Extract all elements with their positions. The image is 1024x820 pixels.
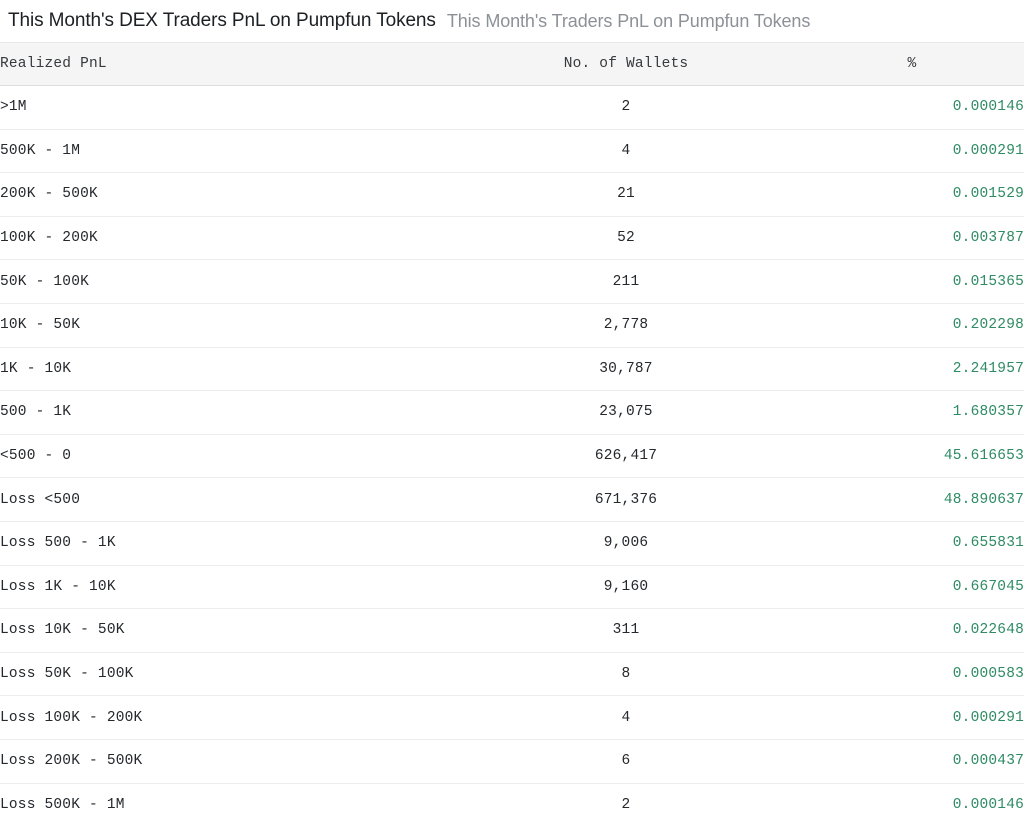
cell-realized-pnl: 10K - 50K (0, 303, 452, 348)
cell-wallet-count: 21 (452, 172, 800, 217)
cell-wallet-count: 671,376 (452, 477, 800, 522)
cell-realized-pnl: 500K - 1M (0, 129, 452, 174)
cell-realized-pnl: >1M (0, 85, 452, 130)
cell-percent: 0.202298 (800, 303, 1024, 348)
table-body: >1M 2 0.000146 500K - 1M 4 0.000291 200K - 500… (0, 85, 1024, 820)
cell-percent: 0.000291 (800, 129, 1024, 174)
cell-percent: 0.000437 (800, 739, 1024, 784)
table-row[interactable]: Loss 50K - 100K 8 0.000583 (0, 652, 1024, 697)
cell-realized-pnl: Loss 500 - 1K (0, 521, 452, 566)
cell-percent: 45.616653 (800, 434, 1024, 479)
cell-realized-pnl: Loss 50K - 100K (0, 652, 452, 697)
table-row[interactable]: 10K - 50K 2,778 0.202298 (0, 303, 1024, 348)
cell-wallet-count: 311 (452, 608, 800, 653)
cell-realized-pnl: 50K - 100K (0, 259, 452, 304)
cell-percent: 0.003787 (800, 216, 1024, 261)
cell-realized-pnl: Loss 200K - 500K (0, 739, 452, 784)
cell-realized-pnl: Loss 10K - 50K (0, 608, 452, 653)
cell-realized-pnl: 200K - 500K (0, 172, 452, 217)
cell-wallet-count: 626,417 (452, 434, 800, 479)
cell-realized-pnl: 100K - 200K (0, 216, 452, 261)
table-header-row: Realized PnL No. of Wallets % (0, 42, 1024, 86)
table-row[interactable]: 500K - 1M 4 0.000291 (0, 129, 1024, 174)
title-bar: This Month's DEX Traders PnL on Pumpfun … (0, 0, 1024, 42)
cell-percent: 0.000291 (800, 695, 1024, 740)
cell-wallet-count: 2 (452, 783, 800, 820)
cell-realized-pnl: Loss 500K - 1M (0, 783, 452, 820)
cell-percent: 0.000146 (800, 783, 1024, 820)
table-row[interactable]: 100K - 200K 52 0.003787 (0, 216, 1024, 261)
table-row[interactable]: 200K - 500K 21 0.001529 (0, 172, 1024, 217)
cell-percent: 0.001529 (800, 172, 1024, 217)
pnl-distribution-table: Realized PnL No. of Wallets % >1M 2 0.0001… (0, 42, 1024, 820)
cell-realized-pnl: 1K - 10K (0, 347, 452, 392)
cell-percent: 1.680357 (800, 390, 1024, 435)
cell-percent: 0.655831 (800, 521, 1024, 566)
cell-wallet-count: 30,787 (452, 347, 800, 392)
cell-percent: 0.015365 (800, 259, 1024, 304)
page-subtitle: This Month's Traders PnL on Pumpfun Toke… (446, 10, 811, 31)
table-row[interactable]: Loss <500 671,376 48.890637 (0, 477, 1024, 522)
table-row[interactable]: Loss 500 - 1K 9,006 0.655831 (0, 521, 1024, 566)
cell-wallet-count: 8 (452, 652, 800, 697)
cell-realized-pnl: 500 - 1K (0, 390, 452, 435)
cell-wallet-count: 4 (452, 129, 800, 174)
page-title: This Month's DEX Traders PnL on Pumpfun … (8, 10, 436, 31)
cell-wallet-count: 2 (452, 85, 800, 130)
cell-wallet-count: 2,778 (452, 303, 800, 348)
table-row[interactable]: 500 - 1K 23,075 1.680357 (0, 390, 1024, 435)
table-row[interactable]: Loss 1K - 10K 9,160 0.667045 (0, 565, 1024, 610)
cell-wallet-count: 9,160 (452, 565, 800, 610)
cell-realized-pnl: Loss 1K - 10K (0, 565, 452, 610)
cell-realized-pnl: Loss <500 (0, 477, 452, 522)
table-row[interactable]: Loss 10K - 50K 311 0.022648 (0, 608, 1024, 653)
cell-percent: 2.241957 (800, 347, 1024, 392)
column-header-percent[interactable]: % (800, 42, 1024, 86)
table-row[interactable]: 1K - 10K 30,787 2.241957 (0, 347, 1024, 392)
cell-wallet-count: 6 (452, 739, 800, 784)
cell-percent: 0.000146 (800, 85, 1024, 130)
table-row[interactable]: Loss 500K - 1M 2 0.000146 (0, 783, 1024, 820)
table-row[interactable]: Loss 100K - 200K 4 0.000291 (0, 695, 1024, 740)
cell-wallet-count: 23,075 (452, 390, 800, 435)
table-header: Realized PnL No. of Wallets % (0, 42, 1024, 86)
cell-realized-pnl: <500 - 0 (0, 434, 452, 479)
cell-realized-pnl: Loss 100K - 200K (0, 695, 452, 740)
table-row[interactable]: <500 - 0 626,417 45.616653 (0, 434, 1024, 479)
column-header-wallets[interactable]: No. of Wallets (452, 42, 800, 86)
cell-wallet-count: 52 (452, 216, 800, 261)
cell-percent: 0.000583 (800, 652, 1024, 697)
cell-percent: 0.667045 (800, 565, 1024, 610)
table-row[interactable]: 50K - 100K 211 0.015365 (0, 259, 1024, 304)
table-row[interactable]: Loss 200K - 500K 6 0.000437 (0, 739, 1024, 784)
cell-wallet-count: 4 (452, 695, 800, 740)
cell-wallet-count: 9,006 (452, 521, 800, 566)
cell-wallet-count: 211 (452, 259, 800, 304)
cell-percent: 48.890637 (800, 477, 1024, 522)
column-header-realized-pnl[interactable]: Realized PnL (0, 42, 452, 86)
cell-percent: 0.022648 (800, 608, 1024, 653)
table-row[interactable]: >1M 2 0.000146 (0, 85, 1024, 130)
